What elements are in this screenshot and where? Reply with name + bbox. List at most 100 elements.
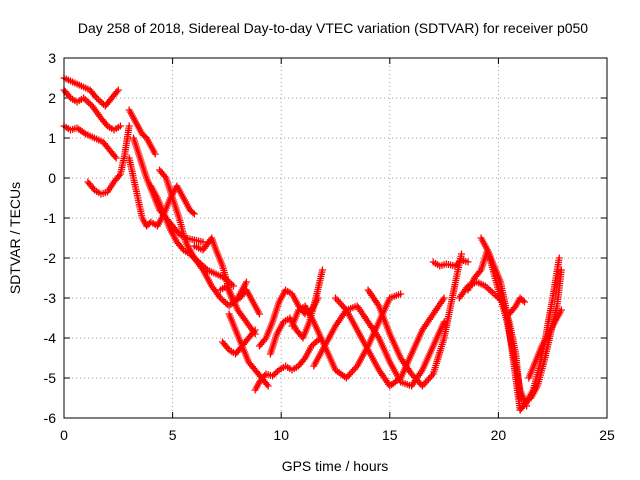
data-point [85, 99, 93, 107]
data-point [96, 97, 104, 105]
data-point [425, 375, 433, 383]
data-point [225, 302, 233, 310]
series-track-ab [505, 294, 528, 318]
data-point [418, 382, 426, 390]
data-point [189, 209, 197, 217]
y-tick-label: -3 [44, 290, 57, 306]
data-point [485, 285, 493, 293]
x-tick-label: 20 [491, 427, 507, 443]
series-track-x [477, 234, 531, 410]
x-tick-label: 15 [382, 427, 398, 443]
data-point [115, 172, 123, 180]
data-point [333, 296, 341, 304]
data-point [338, 301, 346, 309]
data-point [519, 297, 527, 305]
y-tick-label: -5 [44, 370, 57, 386]
data-point [426, 373, 434, 381]
data-point [520, 298, 528, 306]
x-tick-label: 25 [599, 427, 615, 443]
data-point [344, 372, 352, 380]
data-point [263, 380, 271, 388]
data-point [347, 369, 355, 377]
data-point [335, 297, 343, 305]
data-point [199, 238, 207, 246]
series-track-c [60, 122, 120, 162]
data-point [261, 336, 269, 344]
series-track-t [364, 250, 465, 390]
series-track-aa [525, 306, 565, 382]
data-point [116, 122, 124, 130]
y-tick-label: 3 [48, 50, 56, 66]
data-point [557, 266, 565, 274]
chart-title: Day 258 of 2018, Sidereal Day-to-day VTE… [78, 20, 588, 36]
series-track-j [190, 234, 259, 338]
data-point [190, 210, 198, 218]
data-point [311, 339, 319, 347]
data-point [457, 250, 465, 258]
data-point [332, 294, 339, 302]
data-point [313, 337, 321, 345]
data-point [557, 306, 565, 314]
y-tick-label: -1 [44, 210, 57, 226]
data-point [456, 258, 464, 265]
data-point [98, 99, 106, 107]
series-track-k [216, 282, 263, 318]
data-point [111, 152, 119, 160]
data-point [242, 278, 250, 286]
data-point [488, 288, 496, 296]
data-point [464, 258, 472, 266]
data-point [510, 304, 518, 312]
data-point [151, 150, 159, 158]
data-point [264, 382, 272, 390]
x-tick-label: 10 [273, 427, 289, 443]
plot-area-border [63, 57, 608, 419]
data-point [440, 294, 448, 302]
y-tick-label: -6 [44, 410, 57, 426]
series-track-b [60, 86, 124, 134]
y-tick-label: 1 [48, 130, 56, 146]
data-point [273, 368, 281, 375]
data-point [255, 310, 263, 318]
series-track-i [156, 166, 250, 310]
data-point [125, 122, 133, 130]
data-point [272, 369, 280, 377]
series-track-u [429, 256, 472, 270]
data-point [250, 328, 258, 336]
series-track-e [125, 106, 159, 158]
y-axis-label: SDTVAR / TECUs [7, 182, 23, 294]
series-track-d [84, 122, 133, 198]
y-tick-label: 0 [48, 170, 56, 186]
data-marks [60, 74, 565, 414]
data-point [91, 92, 99, 100]
series-track-a [60, 74, 122, 110]
data-point [349, 367, 357, 375]
data-point [222, 299, 230, 307]
series-track-m [225, 310, 272, 390]
data-point [476, 268, 484, 276]
data-point [454, 259, 462, 267]
data-point [555, 254, 563, 262]
series-track-s [332, 294, 448, 390]
data-point [336, 299, 344, 307]
data-point [112, 154, 120, 162]
x-tick-label: 0 [60, 427, 68, 443]
data-point [487, 287, 495, 295]
data-point [421, 379, 429, 387]
y-tick-label: -2 [44, 250, 57, 266]
data-point [318, 266, 326, 274]
y-tick-label: 2 [48, 90, 56, 106]
series-track-q [288, 290, 405, 382]
data-point [420, 380, 428, 388]
x-tick-label: 5 [169, 427, 177, 443]
y-tick-label: -4 [44, 330, 57, 346]
data-point [350, 365, 358, 373]
series-track-n [251, 334, 324, 394]
data-point [269, 372, 277, 380]
data-point [114, 86, 122, 94]
data-point [81, 96, 89, 104]
data-point [453, 261, 461, 268]
data-point [300, 356, 308, 364]
data-point [251, 326, 259, 334]
data-point [397, 290, 405, 298]
